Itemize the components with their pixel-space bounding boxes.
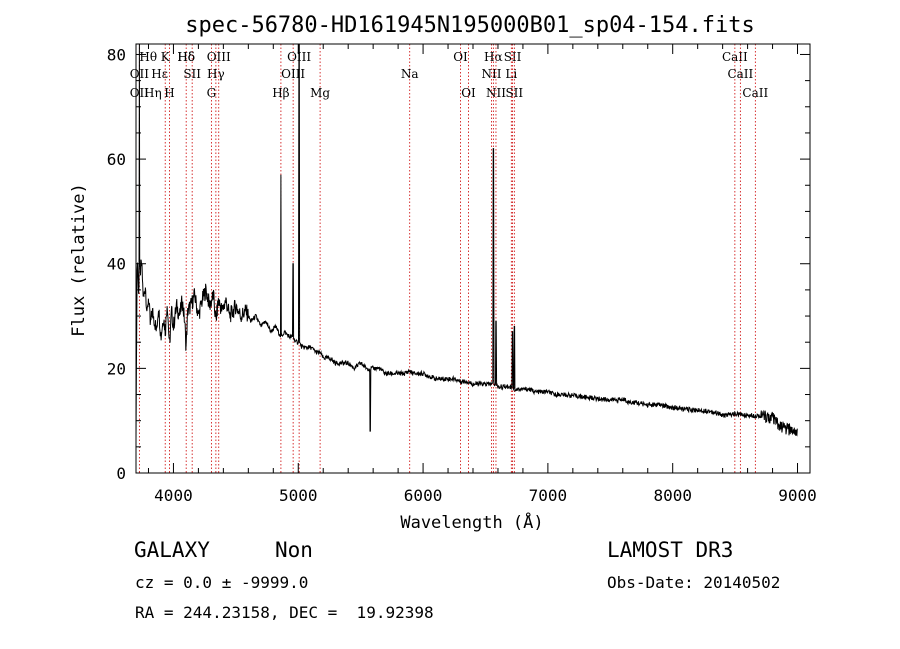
obs-date: Obs-Date: 20140502 [607, 573, 781, 592]
line-marker-label: Mg [310, 86, 330, 100]
line-marker-label: Hθ [139, 50, 157, 64]
y-tick-label: 60 [107, 150, 126, 169]
line-marker-label: CaII [727, 67, 753, 81]
line-marker-label: Hγ [207, 67, 225, 81]
line-marker-label: Hδ [177, 50, 195, 64]
line-marker-label: G [207, 86, 217, 100]
x-tick-label: 9000 [778, 486, 817, 505]
plot-frame [135, 43, 811, 474]
line-marker-label: OI [461, 86, 476, 100]
x-axis-label: Wavelength (Å) [400, 511, 543, 533]
line-marker-label: SII [183, 67, 201, 81]
x-tick-label: 8000 [653, 486, 692, 505]
subclass-label: Non [275, 538, 313, 562]
line-marker-label: Hη [144, 86, 162, 100]
x-axis: 4000 5000 6000 7000 8000 9000 [147, 44, 817, 505]
chart-title: spec-56780-HD161945N195000B01_sp04-154.f… [185, 13, 755, 38]
line-marker-label: K [161, 50, 171, 64]
line-marker-label: Hβ [272, 86, 289, 100]
x-tick-label: 4000 [154, 486, 193, 505]
line-marker-label: OIII [281, 67, 305, 81]
class-label: GALAXY [134, 538, 210, 562]
line-marker-label: SII [504, 50, 522, 64]
spectrum-line [135, 43, 798, 440]
line-marker-label: Hε [151, 67, 168, 81]
x-tick-label: 6000 [404, 486, 443, 505]
line-marker-label: CaII [742, 86, 768, 100]
spectrum-series [135, 43, 798, 440]
line-marker-label: Hδ [177, 50, 195, 64]
y-axis: 0 20 40 60 80 [107, 45, 810, 483]
y-tick-label: 40 [107, 255, 126, 274]
line-marker-label: NII [481, 67, 501, 81]
y-tick-label: 80 [107, 45, 126, 64]
x-tick-label: 7000 [529, 486, 568, 505]
y-tick-label: 0 [116, 464, 126, 483]
cz-line: cz = 0.0 ± -9999.0 [135, 573, 309, 592]
x-tick-label: 5000 [279, 486, 318, 505]
line-marker-label: Na [401, 67, 419, 81]
line-marker-label: OIII [207, 50, 231, 64]
spectrum-chart: spec-56780-HD161945N195000B01_sp04-154.f… [69, 13, 817, 533]
line-marker-label: CaII [722, 50, 748, 64]
y-axis-label: Flux (relative) [69, 183, 89, 337]
line-marker-label: Li [505, 67, 517, 81]
line-marker-label: NII [486, 86, 506, 100]
y-tick-label: 20 [107, 359, 126, 378]
coords-line: RA = 244.23158, DEC = 19.92398 [135, 603, 434, 622]
line-marker-label: H [164, 86, 174, 100]
line-marker-label: OI [453, 50, 468, 64]
survey-label: LAMOST DR3 [607, 538, 734, 562]
line-marker-label: SII [505, 86, 523, 100]
line-marker-label: Hα [484, 50, 503, 64]
